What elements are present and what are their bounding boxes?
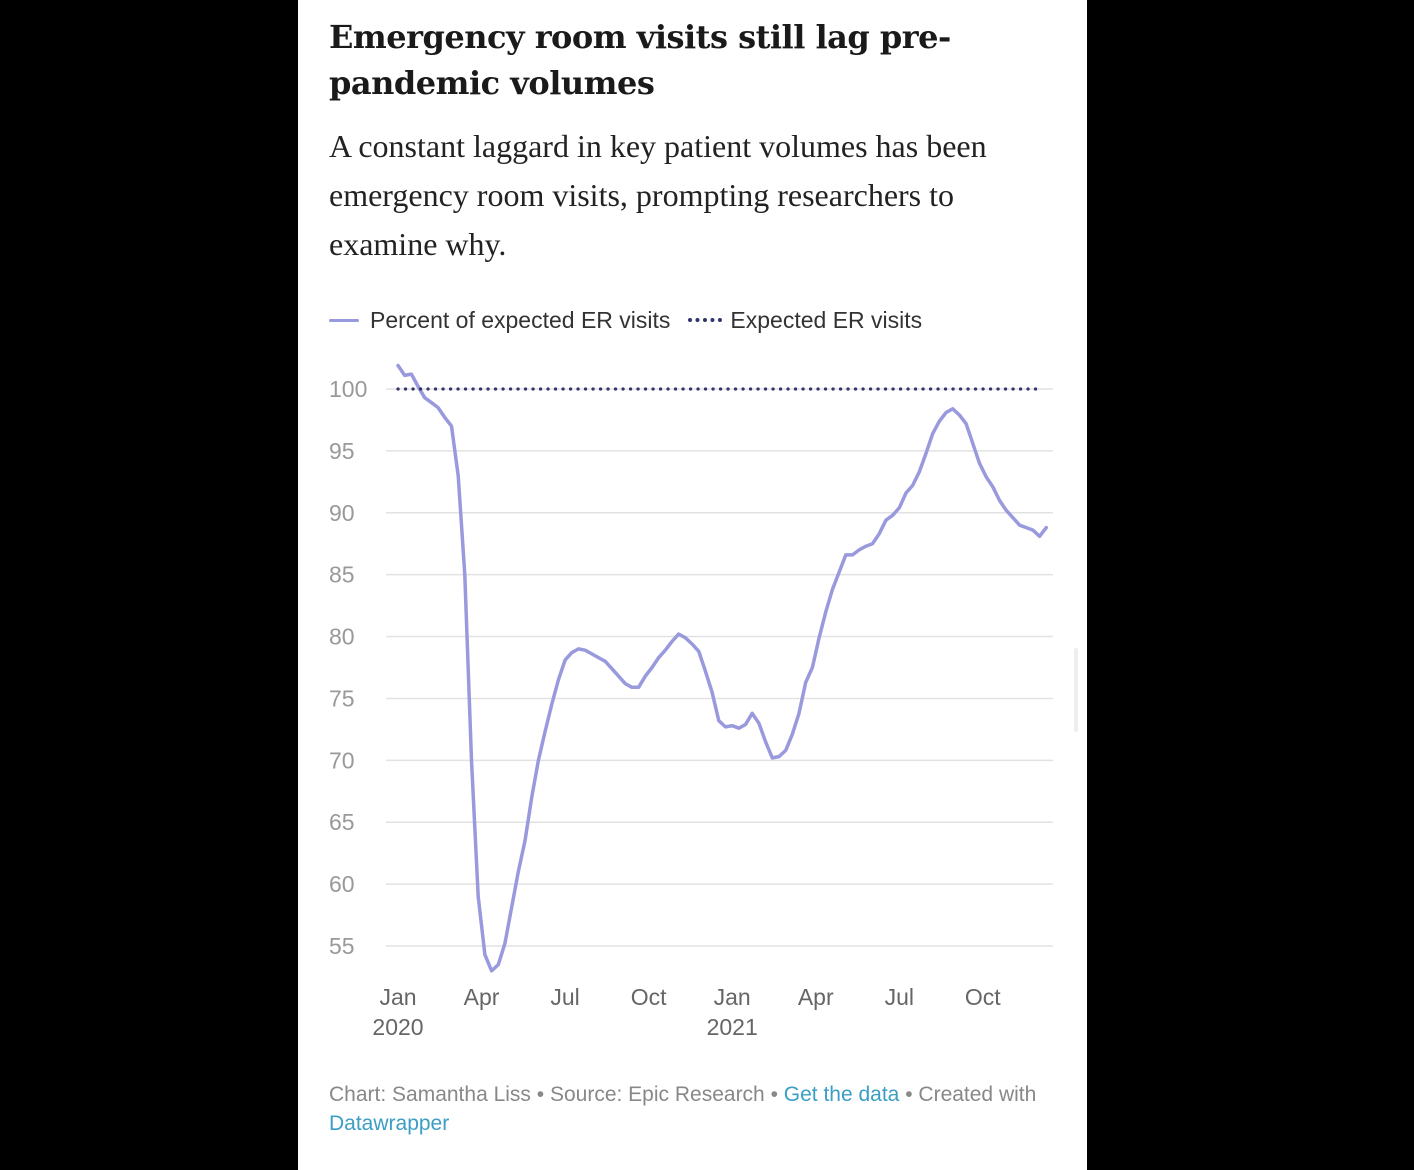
x-tick-label: Apr [798,984,834,1010]
y-tick-label: 70 [329,747,355,773]
scrollbar[interactable] [1074,648,1078,732]
chart-card: Emergency room visits still lag pre-pand… [298,0,1087,1170]
x-tick-year-label: 2021 [707,1014,758,1040]
y-tick-label: 60 [329,871,355,897]
legend-label-percent: Percent of expected ER visits [370,306,671,333]
byline: Chart: Samantha Liss [329,1083,531,1106]
y-tick-label: 85 [329,562,355,588]
y-tick-label: 100 [329,376,367,402]
legend-swatch-dotted [688,318,723,322]
chart-subtitle: A constant laggard in key patient volume… [329,128,987,262]
separator: • [530,1083,550,1106]
legend-label-expected: Expected ER visits [730,306,923,333]
legend-item-expected: Expected ER visits [688,307,922,334]
chart-title: Emergency room visits still lag pre-pand… [329,18,951,102]
x-tick-year-label: 2020 [372,1014,423,1040]
created-with-text: Created with [918,1083,1037,1106]
y-tick-label: 80 [329,624,355,650]
series-line-percent [396,363,1049,973]
y-tick-label: 90 [329,500,355,526]
x-tick-label: Jul [885,984,914,1010]
x-tick-label: Jan [714,984,751,1010]
source-text: Source: Epic Research [549,1083,765,1106]
legend-item-percent: Percent of expected ER visits [329,307,670,334]
x-tick-label: Jul [550,984,579,1010]
line-chart: 100 95 90 85 80 75 70 65 60 55 Jan 2020 Apr Jul Oct Jan… [329,363,1053,1040]
y-tick-label: 75 [329,685,355,711]
x-tick-label: Apr [464,984,500,1010]
y-tick-label: 65 [329,809,355,835]
separator: • [764,1083,784,1106]
chart-footer: Chart: Samantha Liss • Source: Epic Rese… [329,1080,1049,1138]
y-tick-label: 95 [329,438,355,464]
datawrapper-link[interactable]: Datawrapper [329,1112,450,1135]
y-tick-label: 55 [329,933,355,959]
legend: Percent of expected ER visits Expected E… [329,304,940,336]
get-data-link[interactable]: Get the data [783,1083,900,1106]
x-tick-label: Jan [379,984,416,1010]
x-tick-label: Oct [965,984,1001,1010]
legend-swatch-solid [329,318,359,322]
separator: • [899,1083,919,1106]
x-tick-label: Oct [631,984,667,1010]
